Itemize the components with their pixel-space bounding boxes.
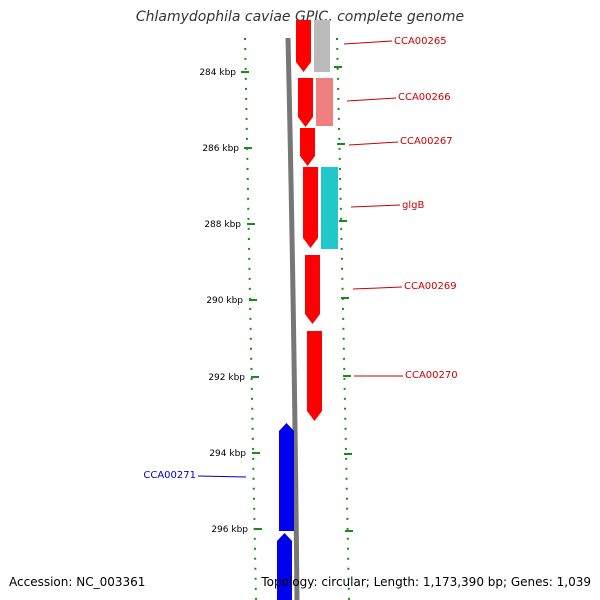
gene-arrow-CCA00271 xyxy=(279,423,294,531)
gene-arrow-CCA00267 xyxy=(300,128,315,166)
leader-CCA00267 xyxy=(348,141,399,146)
gene-arrow-reverse-next xyxy=(277,533,292,600)
leader-CCA00266 xyxy=(346,97,397,102)
right-guide-line xyxy=(336,37,350,600)
accession-label: Accession: NC_003361 xyxy=(9,575,146,589)
leader-CCA00269 xyxy=(352,286,403,290)
forward-genes xyxy=(296,20,322,421)
gene-label-glgB[interactable]: glgB xyxy=(402,200,424,211)
gene-label-CCA00266[interactable]: CCA00266 xyxy=(398,92,451,103)
genome-info: Topology: circular; Length: 1,173,390 bp… xyxy=(261,575,591,589)
feature-track xyxy=(314,20,338,249)
gene-label-CCA00267[interactable]: CCA00267 xyxy=(400,136,453,147)
genome-backbone xyxy=(285,37,300,600)
gene-arrow-CCA00270 xyxy=(307,331,322,421)
leader-CCA00271 xyxy=(197,475,247,478)
gene-labels: CCA00265 CCA00266 CCA00267 glgB CCA00269… xyxy=(143,36,457,481)
gene-arrow-CCA00266 xyxy=(298,78,313,127)
map-title: Chlamydophila caviae GPIC, complete geno… xyxy=(135,9,465,25)
ruler-ticks xyxy=(241,66,353,532)
tick-label-296: 296 kbp xyxy=(211,525,248,535)
gene-arrow-glgB xyxy=(303,167,318,248)
reverse-genes xyxy=(277,423,294,600)
leader-CCA00265 xyxy=(343,40,393,45)
tick-label-294: 294 kbp xyxy=(209,449,246,459)
gene-arrow-CCA00265 xyxy=(296,20,311,72)
left-guide-line xyxy=(244,37,257,600)
gene-label-CCA00270[interactable]: CCA00270 xyxy=(405,370,458,381)
ruler-tick-labels: 284 kbp 286 kbp 288 kbp 290 kbp 292 kbp … xyxy=(199,68,248,535)
tick-label-288: 288 kbp xyxy=(204,220,241,230)
label-leaders xyxy=(197,40,403,478)
leader-glgB xyxy=(350,204,401,208)
pseudo-feature xyxy=(314,20,330,72)
light-red-feature xyxy=(316,78,333,126)
tick-label-284: 284 kbp xyxy=(199,68,236,78)
gene-label-CCA00265[interactable]: CCA00265 xyxy=(394,36,447,47)
tick-label-286: 286 kbp xyxy=(202,144,239,154)
ruler-guides xyxy=(244,37,350,600)
gene-arrow-CCA00269 xyxy=(305,255,320,324)
tick-label-292: 292 kbp xyxy=(208,373,245,383)
cyan-feature-glgB xyxy=(321,167,338,249)
gene-label-CCA00271[interactable]: CCA00271 xyxy=(143,470,196,481)
tick-label-290: 290 kbp xyxy=(206,296,243,306)
gene-label-CCA00269[interactable]: CCA00269 xyxy=(404,281,457,292)
